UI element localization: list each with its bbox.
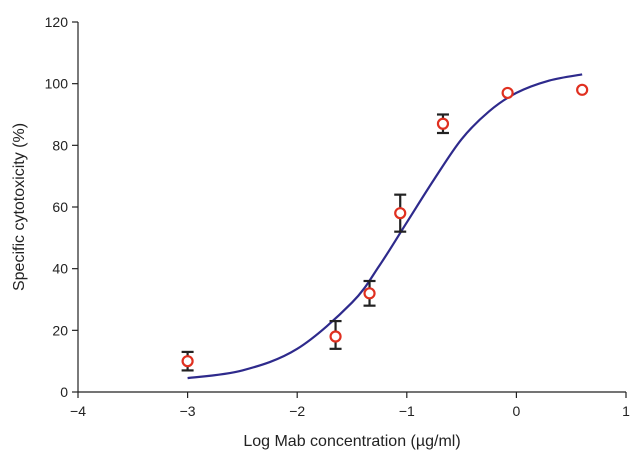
y-ticks: 0 20 40 60 80 100 120: [45, 14, 78, 400]
fit-curve: [187, 73, 583, 380]
x-axis-title: Log Mab concentration (µg/ml): [243, 433, 460, 450]
x-tick-label: −2: [289, 403, 305, 419]
y-tick-label: 0: [60, 384, 68, 400]
x-tick-label: −3: [180, 403, 196, 419]
y-tick-label: 100: [45, 76, 69, 92]
data-point: [436, 117, 450, 130]
x-tick-label: 0: [513, 403, 521, 419]
y-tick-label: 40: [52, 261, 68, 277]
data-point: [363, 287, 376, 300]
data-point: [394, 207, 407, 220]
data-point: [181, 355, 194, 368]
y-tick-label: 120: [45, 14, 69, 30]
data-points: [181, 83, 589, 368]
x-tick-label: 1: [622, 403, 630, 419]
data-point: [329, 330, 342, 343]
error-bars: [181, 113, 449, 372]
x-tick-label: −4: [70, 403, 86, 419]
y-tick-label: 80: [52, 137, 68, 153]
x-tick-label: −1: [399, 403, 415, 419]
data-point: [576, 83, 589, 96]
y-tick-label: 60: [52, 199, 68, 215]
data-point: [501, 86, 514, 100]
y-axis-title: Specific cytotoxicity (%): [11, 123, 28, 291]
y-tick-label: 20: [52, 322, 68, 338]
x-ticks: −4 −3 −2 −1 0 1: [70, 392, 630, 419]
